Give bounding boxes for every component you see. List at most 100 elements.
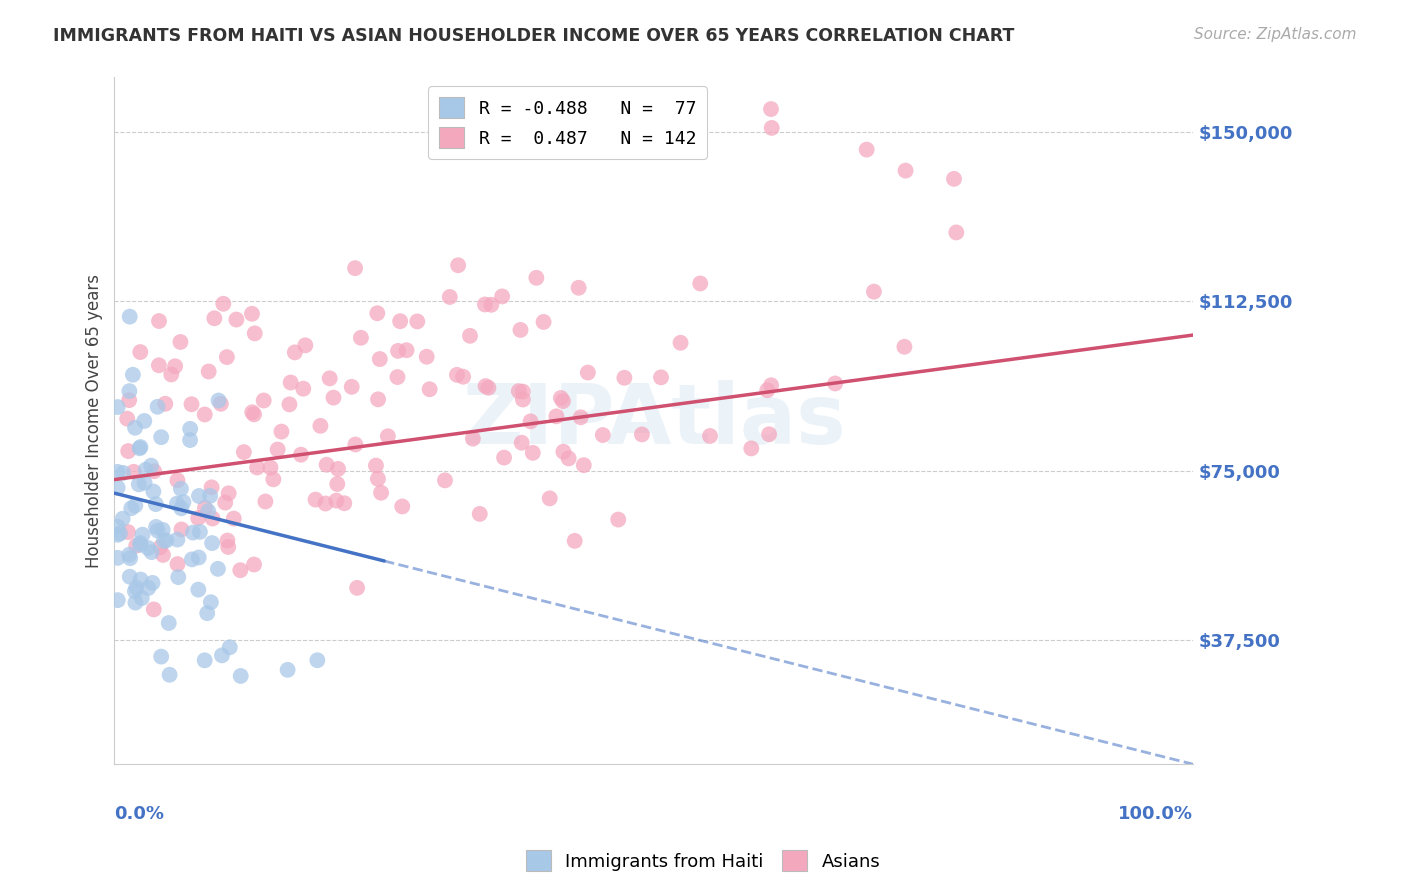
Point xyxy=(118,548,141,562)
Point xyxy=(118,393,141,408)
Point xyxy=(377,429,399,443)
Point xyxy=(187,511,209,525)
Point xyxy=(129,538,152,552)
Point xyxy=(461,432,484,446)
Point xyxy=(232,445,254,459)
Point xyxy=(117,444,139,458)
Point xyxy=(266,442,288,457)
Point xyxy=(107,520,129,534)
Point xyxy=(138,581,160,595)
Point xyxy=(494,450,516,465)
Point xyxy=(129,440,152,454)
Point xyxy=(155,533,177,548)
Point xyxy=(229,669,252,683)
Point xyxy=(367,472,389,486)
Point xyxy=(564,533,586,548)
Point xyxy=(344,261,367,276)
Point xyxy=(143,464,166,478)
Point xyxy=(160,368,183,382)
Point xyxy=(510,435,533,450)
Point xyxy=(152,523,174,537)
Point xyxy=(124,499,146,513)
Point xyxy=(512,392,534,407)
Point xyxy=(368,352,391,367)
Point xyxy=(107,465,129,479)
Point xyxy=(522,446,544,460)
Point xyxy=(689,277,711,291)
Point xyxy=(107,528,129,542)
Point xyxy=(387,370,409,384)
Point xyxy=(474,379,496,393)
Point xyxy=(129,573,152,587)
Point xyxy=(134,414,156,428)
Point xyxy=(128,477,150,491)
Point xyxy=(553,444,575,458)
Point xyxy=(107,550,129,565)
Point xyxy=(150,649,173,664)
Point xyxy=(202,311,225,326)
Point xyxy=(157,615,180,630)
Point xyxy=(129,536,152,550)
Point xyxy=(194,653,217,667)
Point xyxy=(451,369,474,384)
Point xyxy=(333,496,356,510)
Point xyxy=(107,481,129,495)
Point xyxy=(194,500,217,515)
Point xyxy=(112,466,135,480)
Point xyxy=(218,640,240,655)
Point xyxy=(107,400,129,414)
Point xyxy=(246,460,269,475)
Point xyxy=(179,433,201,447)
Point xyxy=(572,458,595,472)
Point xyxy=(131,527,153,541)
Point xyxy=(546,409,568,424)
Point xyxy=(344,437,367,451)
Point xyxy=(945,226,967,240)
Point xyxy=(631,427,654,442)
Point xyxy=(141,545,163,559)
Legend: Immigrants from Haiti, Asians: Immigrants from Haiti, Asians xyxy=(519,843,887,879)
Point xyxy=(197,364,219,378)
Point xyxy=(294,338,316,352)
Point xyxy=(759,102,782,116)
Point xyxy=(569,410,592,425)
Point xyxy=(284,345,307,359)
Point xyxy=(477,381,499,395)
Point xyxy=(136,541,159,555)
Point xyxy=(270,425,292,439)
Point xyxy=(669,335,692,350)
Point xyxy=(491,289,513,303)
Point xyxy=(131,591,153,606)
Point xyxy=(207,393,229,408)
Point xyxy=(391,500,413,514)
Point xyxy=(315,496,337,510)
Point xyxy=(124,421,146,435)
Text: 0.0%: 0.0% xyxy=(114,805,165,823)
Point xyxy=(364,458,387,473)
Point xyxy=(139,458,162,473)
Point xyxy=(699,429,721,443)
Point xyxy=(576,366,599,380)
Point xyxy=(122,368,145,382)
Point xyxy=(406,314,429,328)
Point xyxy=(167,570,190,584)
Point xyxy=(222,511,245,525)
Point xyxy=(458,328,481,343)
Point xyxy=(197,504,219,518)
Point xyxy=(122,465,145,479)
Point xyxy=(613,371,636,385)
Point xyxy=(128,442,150,456)
Y-axis label: Householder Income Over 65 years: Householder Income Over 65 years xyxy=(86,274,103,568)
Point xyxy=(550,391,572,405)
Point xyxy=(474,297,496,311)
Point xyxy=(107,593,129,607)
Point xyxy=(759,378,782,392)
Text: 100.0%: 100.0% xyxy=(1118,805,1194,823)
Point xyxy=(142,484,165,499)
Point xyxy=(201,536,224,550)
Point xyxy=(181,552,204,566)
Point xyxy=(387,343,409,358)
Point xyxy=(468,507,491,521)
Point xyxy=(170,501,193,516)
Point xyxy=(111,512,134,526)
